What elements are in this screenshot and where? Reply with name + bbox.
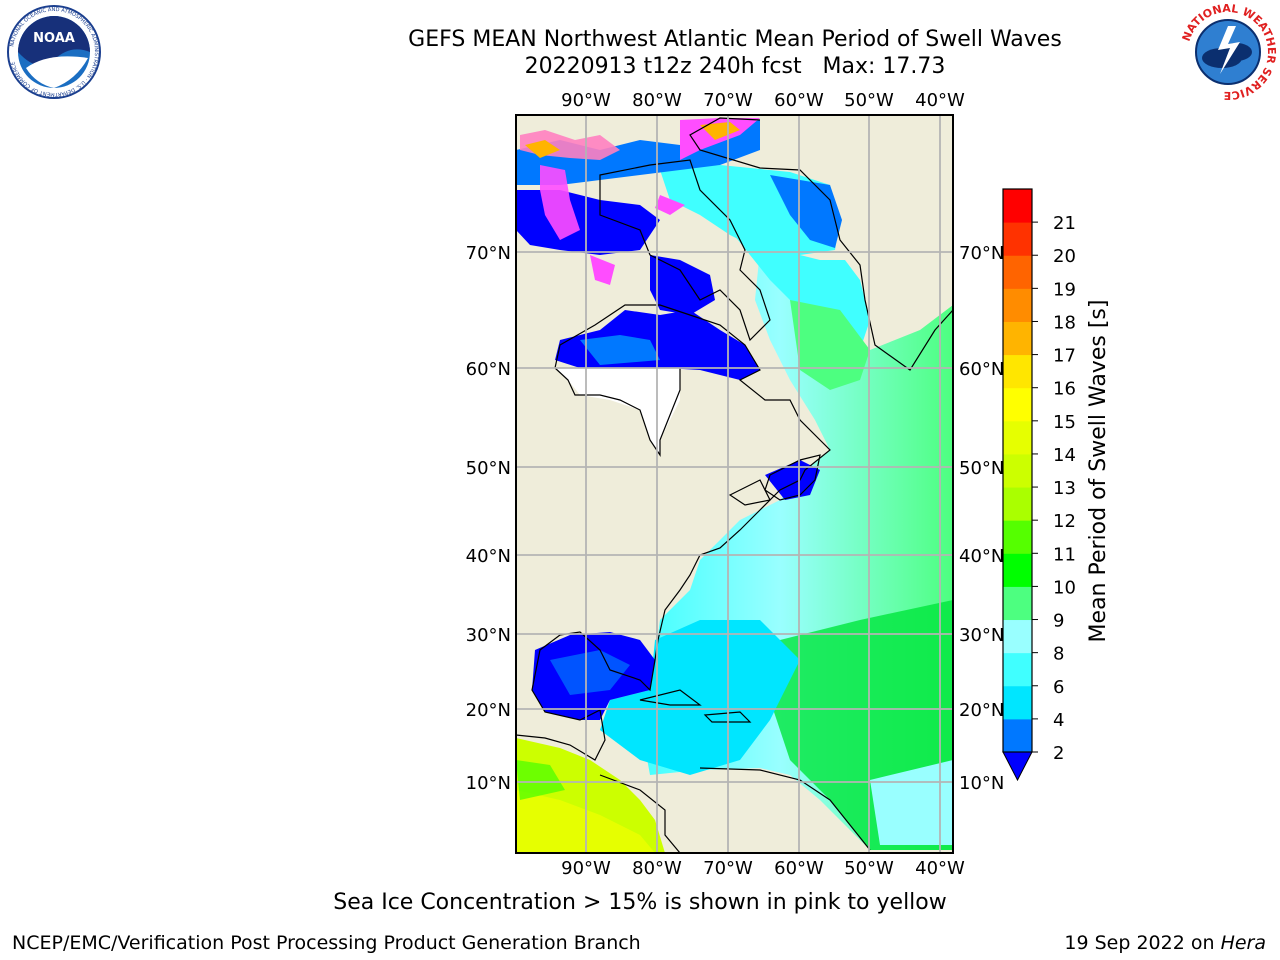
colorbar-segment	[1003, 420, 1032, 455]
colorbar-segment	[1003, 354, 1032, 389]
footer-host: Hera	[1220, 932, 1266, 954]
lat-label: 70°N	[959, 243, 1004, 264]
colorbar-tick-label: 10	[1053, 577, 1076, 598]
lon-label: 60°W	[774, 858, 824, 879]
noaa-logo-text: NOAA	[33, 31, 75, 46]
lon-labels-top: 90°W 80°W 70°W 60°W 50°W 40°W	[561, 90, 965, 111]
lon-label: 80°W	[632, 858, 682, 879]
map-frame	[515, 114, 954, 854]
colorbar-tick-label: 21	[1053, 213, 1076, 234]
swell-period-field	[516, 120, 953, 853]
colorbar-segment	[1003, 453, 1032, 488]
colorbar-segment	[1003, 553, 1032, 587]
colorbar-label: Mean Period of Swell Waves [s]	[1086, 300, 1111, 643]
lon-labels-bottom: 90°W 80°W 70°W 60°W 50°W 40°W	[561, 858, 965, 879]
lon-label: 50°W	[844, 858, 894, 879]
colorbar-tick-label: 4	[1053, 710, 1064, 731]
colorbar-tick-label: 11	[1053, 544, 1076, 565]
lon-label: 80°W	[632, 90, 682, 111]
colorbar-segment	[1003, 619, 1032, 654]
lat-label: 60°N	[959, 359, 1004, 380]
colorbar-tick-label: 12	[1053, 511, 1076, 532]
lat-label: 50°N	[466, 458, 511, 479]
coastlines	[516, 117, 953, 853]
colorbar-segment	[1003, 222, 1032, 256]
lat-label: 10°N	[466, 773, 511, 794]
colorbar-tick-label: 18	[1053, 312, 1076, 333]
colorbar-tick-label: 15	[1053, 412, 1076, 433]
colorbar-tick-label: 19	[1053, 279, 1076, 300]
lat-label: 20°N	[959, 700, 1004, 721]
colorbar-tick-label: 9	[1053, 611, 1064, 632]
colorbar-segment	[1003, 520, 1032, 554]
lat-label: 60°N	[466, 359, 511, 380]
colorbar-segment	[1003, 718, 1032, 753]
nws-logo: NATIONAL WEATHER SERVICE	[1180, 4, 1278, 100]
lon-label: 70°W	[703, 90, 753, 111]
lat-label: 10°N	[959, 773, 1004, 794]
lon-label: 40°W	[915, 90, 965, 111]
colorbar-extend-arrow	[1002, 751, 1033, 782]
colorbar-tick-label: 13	[1053, 478, 1076, 499]
lat-label: 40°N	[466, 546, 511, 567]
noaa-logo: NOAA NATIONAL OCEANIC AND ATMOSPHERIC AD…	[7, 5, 101, 99]
lon-label: 60°W	[774, 90, 824, 111]
lon-label: 40°W	[915, 858, 965, 879]
colorbar-tick-label: 16	[1053, 379, 1076, 400]
colorbar-ticks: 2 4 6 8 9 10 11 12 13 14 15 16 17 18 19 20 21	[1032, 213, 1076, 764]
footer-date: 19 Sep 2022 on Hera	[1064, 932, 1266, 954]
colorbar-tick-label: 8	[1053, 644, 1064, 665]
colorbar-segment	[1003, 387, 1032, 422]
colorbar-segment	[1003, 586, 1032, 621]
chart-subtitle: 20220913 t12z 240h fcst Max: 17.73	[524, 54, 946, 79]
colorbar-tick-label: 14	[1053, 445, 1076, 466]
colorbar-tick-label: 2	[1053, 743, 1064, 764]
lat-label: 50°N	[959, 458, 1004, 479]
footer-date-text: 19 Sep 2022 on	[1064, 932, 1215, 954]
colorbar-segment	[1003, 189, 1032, 223]
lat-label: 70°N	[466, 243, 511, 264]
lat-label: 40°N	[959, 546, 1004, 567]
colorbar-segment	[1003, 288, 1032, 322]
lon-label: 70°W	[703, 858, 753, 879]
colorbar-segment	[1003, 321, 1032, 356]
sea-ice-note: Sea Ice Concentration > 15% is shown in …	[333, 890, 947, 915]
lon-label: 90°W	[561, 90, 611, 111]
lat-labels-right: 70°N 60°N 50°N 40°N 30°N 20°N 10°N	[959, 243, 1004, 794]
colorbar-segments	[1002, 188, 1033, 782]
lat-label: 20°N	[466, 700, 511, 721]
lon-label: 90°W	[561, 858, 611, 879]
footer-organization: NCEP/EMC/Verification Post Processing Pr…	[12, 932, 641, 954]
colorbar-tick-label: 20	[1053, 246, 1076, 267]
lat-label: 30°N	[959, 625, 1004, 646]
colorbar-tick-label: 17	[1053, 346, 1076, 367]
colorbar-segment	[1003, 487, 1032, 521]
colorbar-segment	[1003, 255, 1032, 289]
graticule	[516, 115, 953, 853]
lat-label: 30°N	[466, 625, 511, 646]
lon-label: 50°W	[844, 90, 894, 111]
colorbar-segment	[1003, 685, 1032, 720]
colorbar-segment	[1003, 652, 1032, 687]
chart-title: GEFS MEAN Northwest Atlantic Mean Period…	[408, 27, 1062, 52]
map-area	[516, 115, 953, 853]
lat-labels-left: 70°N 60°N 50°N 40°N 30°N 20°N 10°N	[466, 243, 511, 794]
colorbar-frame	[1002, 188, 1033, 753]
colorbar-tick-label: 6	[1053, 677, 1064, 698]
